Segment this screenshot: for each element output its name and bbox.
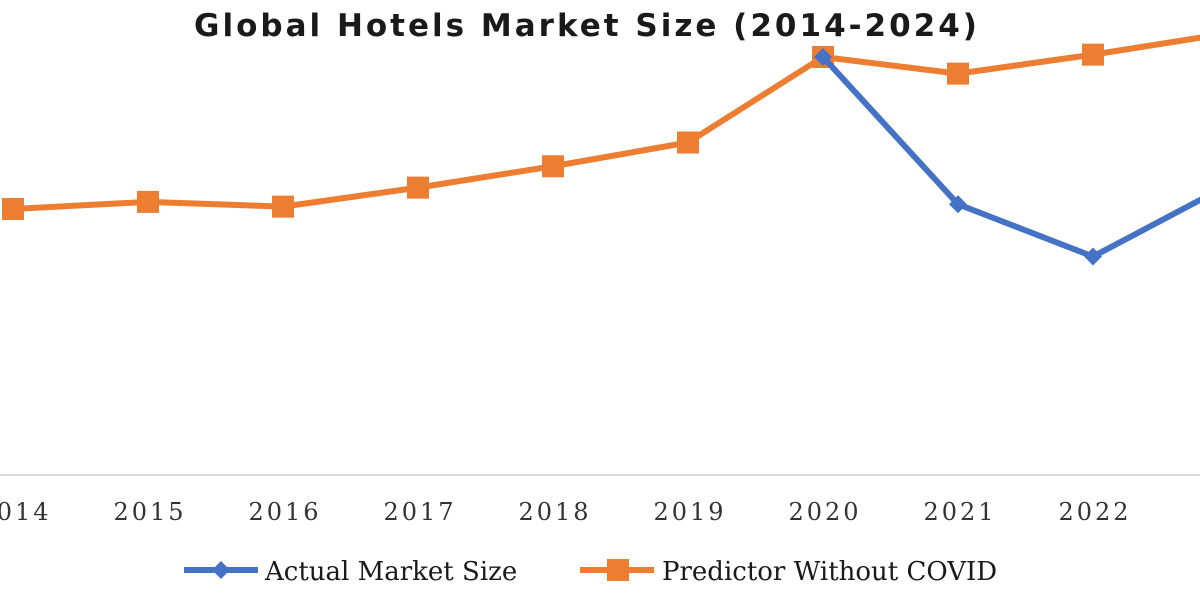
data-point-square-predictor-without-covid [407,176,429,199]
series-line-actual-market-size [820,54,1200,260]
data-point-square-predictor-without-covid [2,198,24,220]
legend-label-predictor-without-covid: Predictor Without COVID [662,557,997,587]
x-tick-label: 2020 [788,498,861,526]
x-tick-label: 2017 [383,498,456,526]
legend-item-predictor-without-covid: Predictor Without COVID [580,557,997,587]
data-point-square-predictor-without-covid [947,62,969,85]
data-point-diamond-actual-market-size [814,48,832,66]
legend-item-actual-market-size: Actual Market Size [184,557,517,587]
data-point-diamond-actual-market-size [1084,247,1102,266]
legend-marker-square-icon [607,559,629,581]
x-tick-label: 2018 [518,498,591,526]
x-tick-label: 2016 [248,498,321,526]
data-point-square-predictor-without-covid [542,155,564,178]
data-point-square-predictor-without-covid [272,195,294,218]
data-point-square-predictor-without-covid [677,131,699,154]
series-layer [2,34,1200,266]
x-tick-label: 2022 [1058,498,1131,526]
x-tick-label: 2014 [0,498,52,526]
x-axis-ticks: 2014201520162017201820192020202120222 [0,498,1131,526]
legend: Actual Market Size Predictor Without COV… [184,557,997,587]
series-line-predictor-without-covid [12,34,1200,212]
x-tick-label: 2019 [653,498,726,526]
legend-marker-diamond-icon [212,561,230,579]
data-point-square-predictor-without-covid [137,190,159,213]
chart-title: Global Hotels Market Size (2014-2024) [194,8,980,44]
data-point-square-predictor-without-covid [1082,43,1104,66]
data-point-diamond-actual-market-size [949,195,967,214]
x-tick-label: 2021 [923,498,996,526]
legend-label-actual-market-size: Actual Market Size [264,557,517,587]
x-tick-label: 2015 [113,498,186,526]
